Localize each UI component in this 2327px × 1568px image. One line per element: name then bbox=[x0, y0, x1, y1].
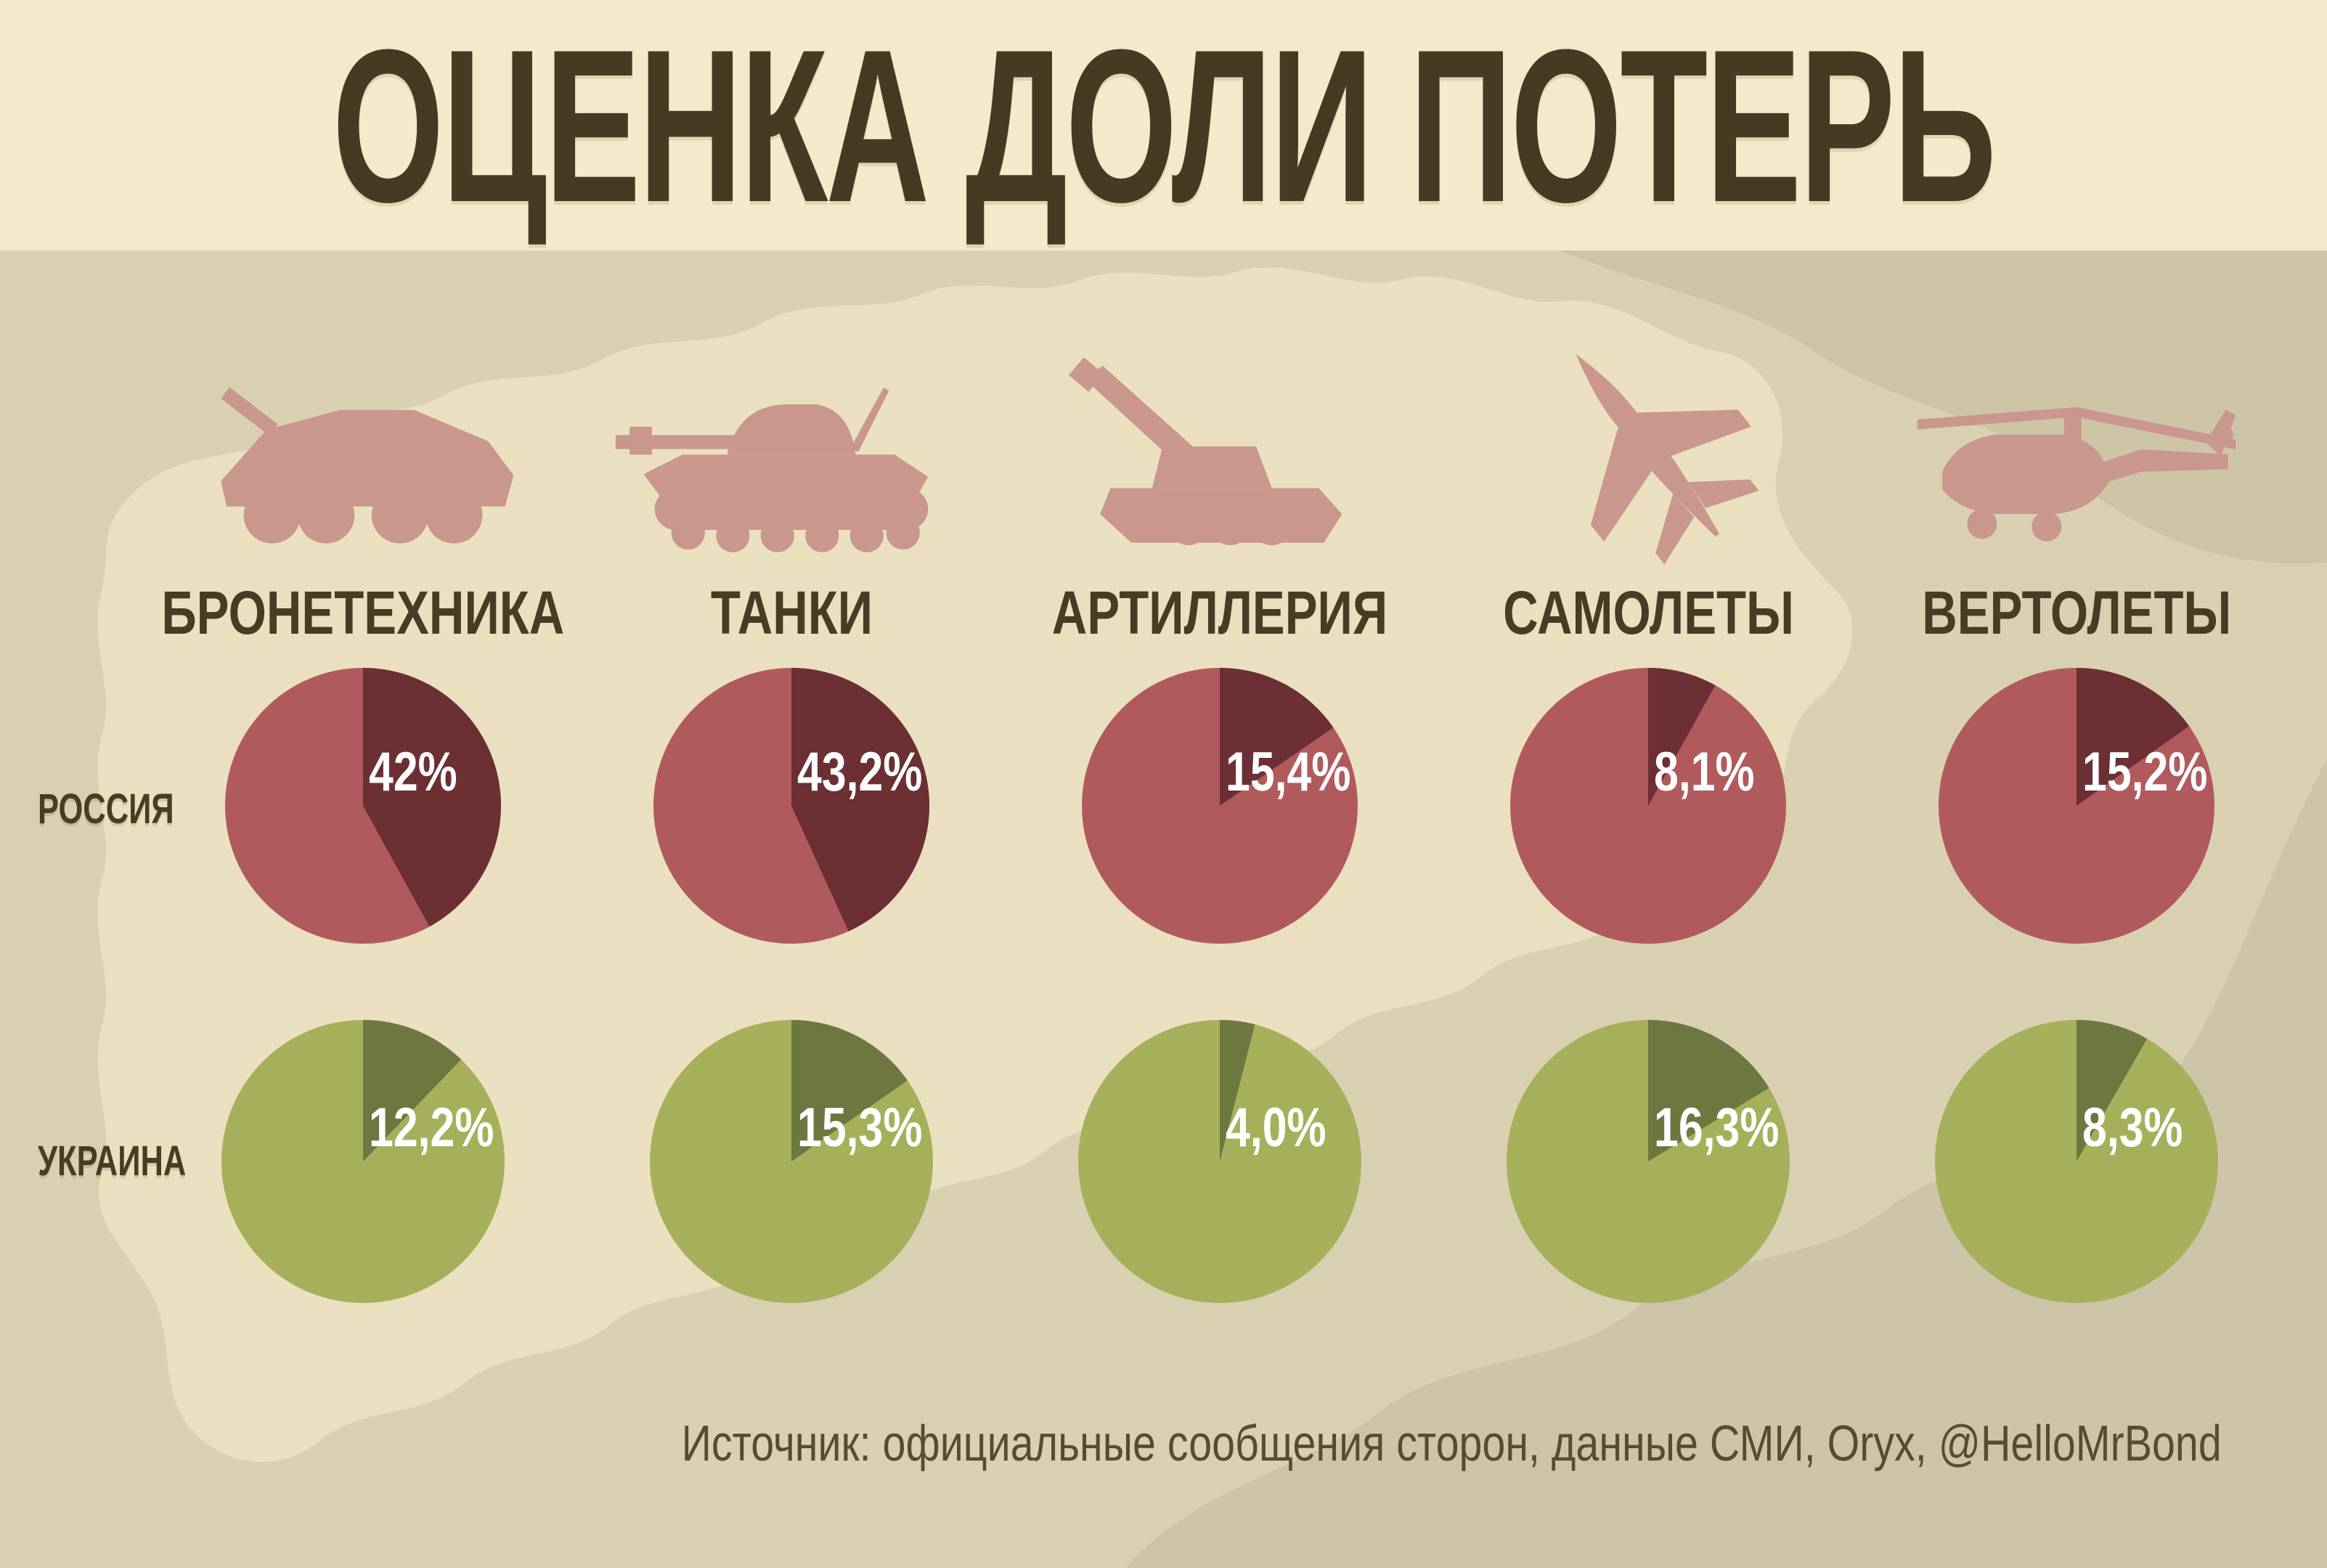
category-artillery: АРТИЛЛЕРИЯ bbox=[1006, 327, 1434, 643]
pie-chart-svg bbox=[650, 1020, 933, 1303]
terrain-shade-top-right bbox=[1561, 250, 2327, 564]
terrain-shade-bottom-right bbox=[1125, 759, 2327, 1568]
pie-slice bbox=[2077, 668, 2190, 806]
category-label: САМОЛЕТЫ bbox=[1502, 579, 1794, 647]
map-background bbox=[97, 250, 2327, 1568]
pie-slice bbox=[363, 668, 501, 927]
pie-value-label: 12,2% bbox=[369, 1097, 494, 1159]
category-aircraft: САМОЛЕТЫ bbox=[1434, 327, 1862, 643]
source-note: Источник: официальные сообщения сторон, … bbox=[681, 1415, 2222, 1471]
page-title: ОЦЕНКА ДОЛИ ПОТЕРЬ bbox=[332, 3, 1997, 248]
howitzer-icon bbox=[1064, 358, 1376, 566]
pie-value-label: 4,0% bbox=[1226, 1097, 1326, 1159]
category-armored-vehicles: БРОНЕТЕХНИКА bbox=[149, 327, 577, 643]
pie-chart-svg bbox=[221, 1020, 505, 1303]
helicopter-icon bbox=[1902, 367, 2251, 566]
pie-chart-svg bbox=[1510, 668, 1786, 944]
pie-russia-aircraft: 8,1% bbox=[1434, 668, 1862, 944]
pie-russia-tanks: 43,2% bbox=[577, 668, 1006, 944]
pie-chart-svg bbox=[1935, 1020, 2218, 1303]
category-helicopters: ВЕРТОЛЕТЫ bbox=[1862, 327, 2291, 643]
pie-ukraine-aircraft: 16,3% bbox=[1434, 1020, 1862, 1303]
pie-chart-svg bbox=[1078, 1020, 1361, 1303]
pie-slice bbox=[1648, 668, 1716, 806]
category-row: БРОНЕТЕХНИКА ТАНКИ АРТИЛЛЕРИЯ САМОЛЕТЫ В… bbox=[149, 327, 2291, 643]
pie-slice bbox=[791, 1020, 908, 1161]
pie-row-russia: 42% 43,2% 15,4% 8,1% bbox=[149, 668, 2291, 944]
pie-ukraine-helicopters: 8,3% bbox=[1862, 1020, 2291, 1303]
pie-value-label: 15,4% bbox=[1226, 741, 1351, 803]
pie-value-label: 16,3% bbox=[1654, 1097, 1780, 1159]
pie-value-label: 15,3% bbox=[797, 1097, 923, 1159]
category-tanks: ТАНКИ bbox=[577, 327, 1006, 643]
pie-value-label: 8,3% bbox=[2082, 1097, 2183, 1159]
category-label: АРТИЛЛЕРИЯ bbox=[1051, 579, 1388, 647]
pie-slice bbox=[1220, 668, 1334, 806]
pie-ukraine-artillery: 4,0% bbox=[1006, 1020, 1434, 1303]
jet-icon bbox=[1528, 327, 1768, 566]
category-label: ВЕРТОЛЕТЫ bbox=[1921, 579, 2232, 647]
pie-chart-svg bbox=[1507, 1020, 1790, 1303]
pie-chart-svg bbox=[1082, 668, 1358, 944]
pie-slice bbox=[791, 668, 929, 931]
pie-russia-armored-vehicles: 42% bbox=[149, 668, 577, 944]
header: ОЦЕНКА ДОЛИ ПОТЕРЬ bbox=[0, 0, 2327, 250]
pie-chart-svg bbox=[225, 668, 501, 944]
pie-slice bbox=[1220, 1020, 1255, 1161]
pie-russia-artillery: 15,4% bbox=[1006, 668, 1434, 944]
pie-ukraine-armored-vehicles: 12,2% bbox=[149, 1020, 577, 1303]
pie-row-ukraine: 12,2% 15,3% 4,0% 16,3% bbox=[149, 1020, 2291, 1303]
series-label-russia: РОССИЯ bbox=[38, 785, 174, 833]
tank-icon bbox=[610, 371, 973, 566]
pie-slice bbox=[1648, 1020, 1769, 1161]
pie-ukraine-tanks: 15,3% bbox=[577, 1020, 1006, 1303]
category-label: БРОНЕТЕХНИКА bbox=[161, 579, 565, 647]
pie-value-label: 15,2% bbox=[2082, 741, 2208, 803]
pie-slice bbox=[2077, 1020, 2148, 1161]
apc-icon bbox=[192, 367, 534, 566]
pie-chart-svg bbox=[653, 668, 929, 944]
pie-chart-svg bbox=[1939, 668, 2214, 944]
pie-value-label: 42% bbox=[369, 741, 457, 803]
pie-value-label: 8,1% bbox=[1654, 741, 1755, 803]
pie-slice bbox=[363, 1020, 462, 1161]
category-label: ТАНКИ bbox=[710, 579, 873, 647]
ukraine-map-shape bbox=[97, 267, 1853, 1462]
pie-russia-helicopters: 15,2% bbox=[1862, 668, 2291, 944]
pie-value-label: 43,2% bbox=[797, 741, 923, 803]
series-label-ukraine: УКРАИНА bbox=[38, 1138, 187, 1185]
